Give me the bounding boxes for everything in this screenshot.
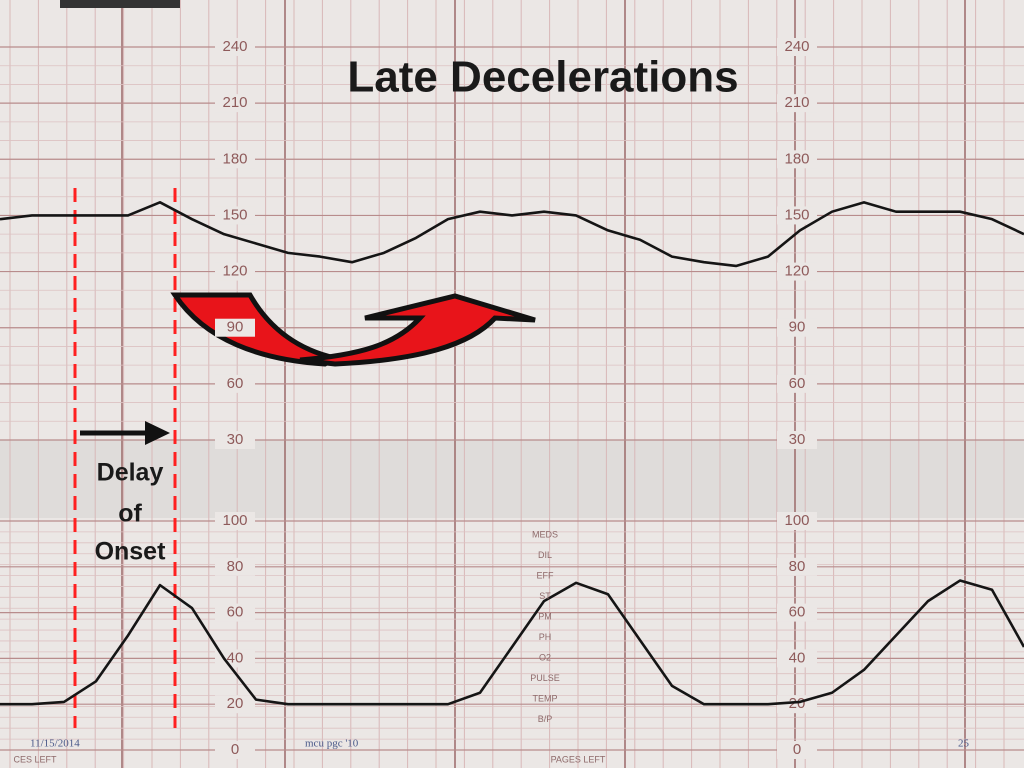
tick-bg — [777, 649, 817, 668]
footer-date: 11/15/2014 — [30, 738, 80, 750]
tick-bg — [777, 431, 817, 449]
paper-label: O2 — [539, 652, 551, 662]
y-tick-label: 30 — [789, 431, 806, 448]
y-tick-label: 40 — [789, 649, 806, 666]
tick-bg — [215, 150, 255, 169]
paper-label: DIL — [538, 550, 552, 560]
y-tick-label: 120 — [222, 263, 247, 280]
y-tick-label: 120 — [784, 263, 809, 280]
paper-label: EFF — [537, 570, 555, 580]
delay-arrow-head — [145, 421, 170, 445]
trace — [0, 579, 1024, 706]
y-tick-label: 60 — [789, 375, 806, 392]
y-tick-label: 100 — [222, 512, 247, 529]
y-tick-label: 240 — [784, 38, 809, 55]
tick-bg — [777, 262, 817, 281]
y-tick-label: 0 — [793, 741, 801, 758]
annotation: of — [118, 500, 142, 528]
tick-bg — [215, 262, 255, 281]
paper-label: PULSE — [530, 673, 560, 683]
y-tick-label: 90 — [789, 319, 806, 336]
y-tick-label: 180 — [784, 150, 809, 167]
paper-label: PH — [539, 632, 552, 642]
y-tick-label: 20 — [227, 695, 244, 712]
footer-page: 25 — [958, 738, 970, 750]
tick-bg — [777, 512, 817, 530]
tick-bg — [215, 649, 255, 668]
strip-mark — [60, 0, 180, 8]
paper-label: ST — [539, 591, 551, 601]
curve-arrow — [299, 293, 536, 367]
tick-bg — [777, 206, 817, 225]
tick-bg — [777, 150, 817, 169]
y-tick-label: 20 — [789, 695, 806, 712]
y-tick-label: 90 — [227, 319, 244, 336]
tick-bg — [215, 741, 255, 759]
tick-bg — [777, 741, 817, 759]
y-tick-label: 210 — [784, 94, 809, 111]
y-tick-label: 210 — [222, 94, 247, 111]
paper-footer: CES LEFT — [13, 754, 57, 764]
y-tick-label: 30 — [227, 431, 244, 448]
tick-bg — [215, 557, 255, 576]
tick-bg — [215, 94, 255, 113]
paper-label: MEDS — [532, 529, 558, 539]
tick-bg — [215, 695, 255, 714]
paper-label: PM — [538, 611, 552, 621]
y-tick-label: 60 — [227, 375, 244, 392]
trace — [0, 201, 1024, 268]
title: Late Decelerations — [347, 53, 738, 102]
tick-bg — [215, 318, 255, 337]
y-tick-label: 60 — [789, 604, 806, 621]
tick-bg — [215, 431, 255, 449]
y-tick-label: 240 — [222, 38, 247, 55]
tick-bg — [215, 206, 255, 225]
tick-bg — [215, 512, 255, 530]
y-tick-label: 180 — [222, 150, 247, 167]
tick-bg — [215, 603, 255, 622]
annotation: Delay — [97, 459, 164, 487]
y-tick-label: 150 — [222, 206, 247, 223]
y-tick-label: 80 — [227, 558, 244, 575]
annotation: Onset — [95, 538, 167, 566]
tick-bg — [215, 38, 255, 56]
tick-bg — [777, 94, 817, 113]
tick-bg — [777, 603, 817, 622]
tick-bg — [777, 318, 817, 337]
tick-bg — [777, 374, 817, 393]
y-tick-label: 0 — [231, 741, 239, 758]
y-tick-label: 100 — [784, 512, 809, 529]
tick-bg — [777, 38, 817, 56]
paper-label: TEMP — [532, 693, 557, 703]
footer-source: mcu pgc '10 — [305, 738, 359, 750]
paper-gap — [0, 440, 1024, 518]
y-tick-label: 150 — [784, 206, 809, 223]
paper-label: B/P — [538, 714, 553, 724]
y-tick-label: 80 — [789, 558, 806, 575]
y-tick-label: 40 — [227, 649, 244, 666]
tick-bg — [215, 374, 255, 393]
paper-footer: PAGES LEFT — [551, 754, 606, 764]
tick-bg — [777, 557, 817, 576]
y-tick-label: 60 — [227, 604, 244, 621]
